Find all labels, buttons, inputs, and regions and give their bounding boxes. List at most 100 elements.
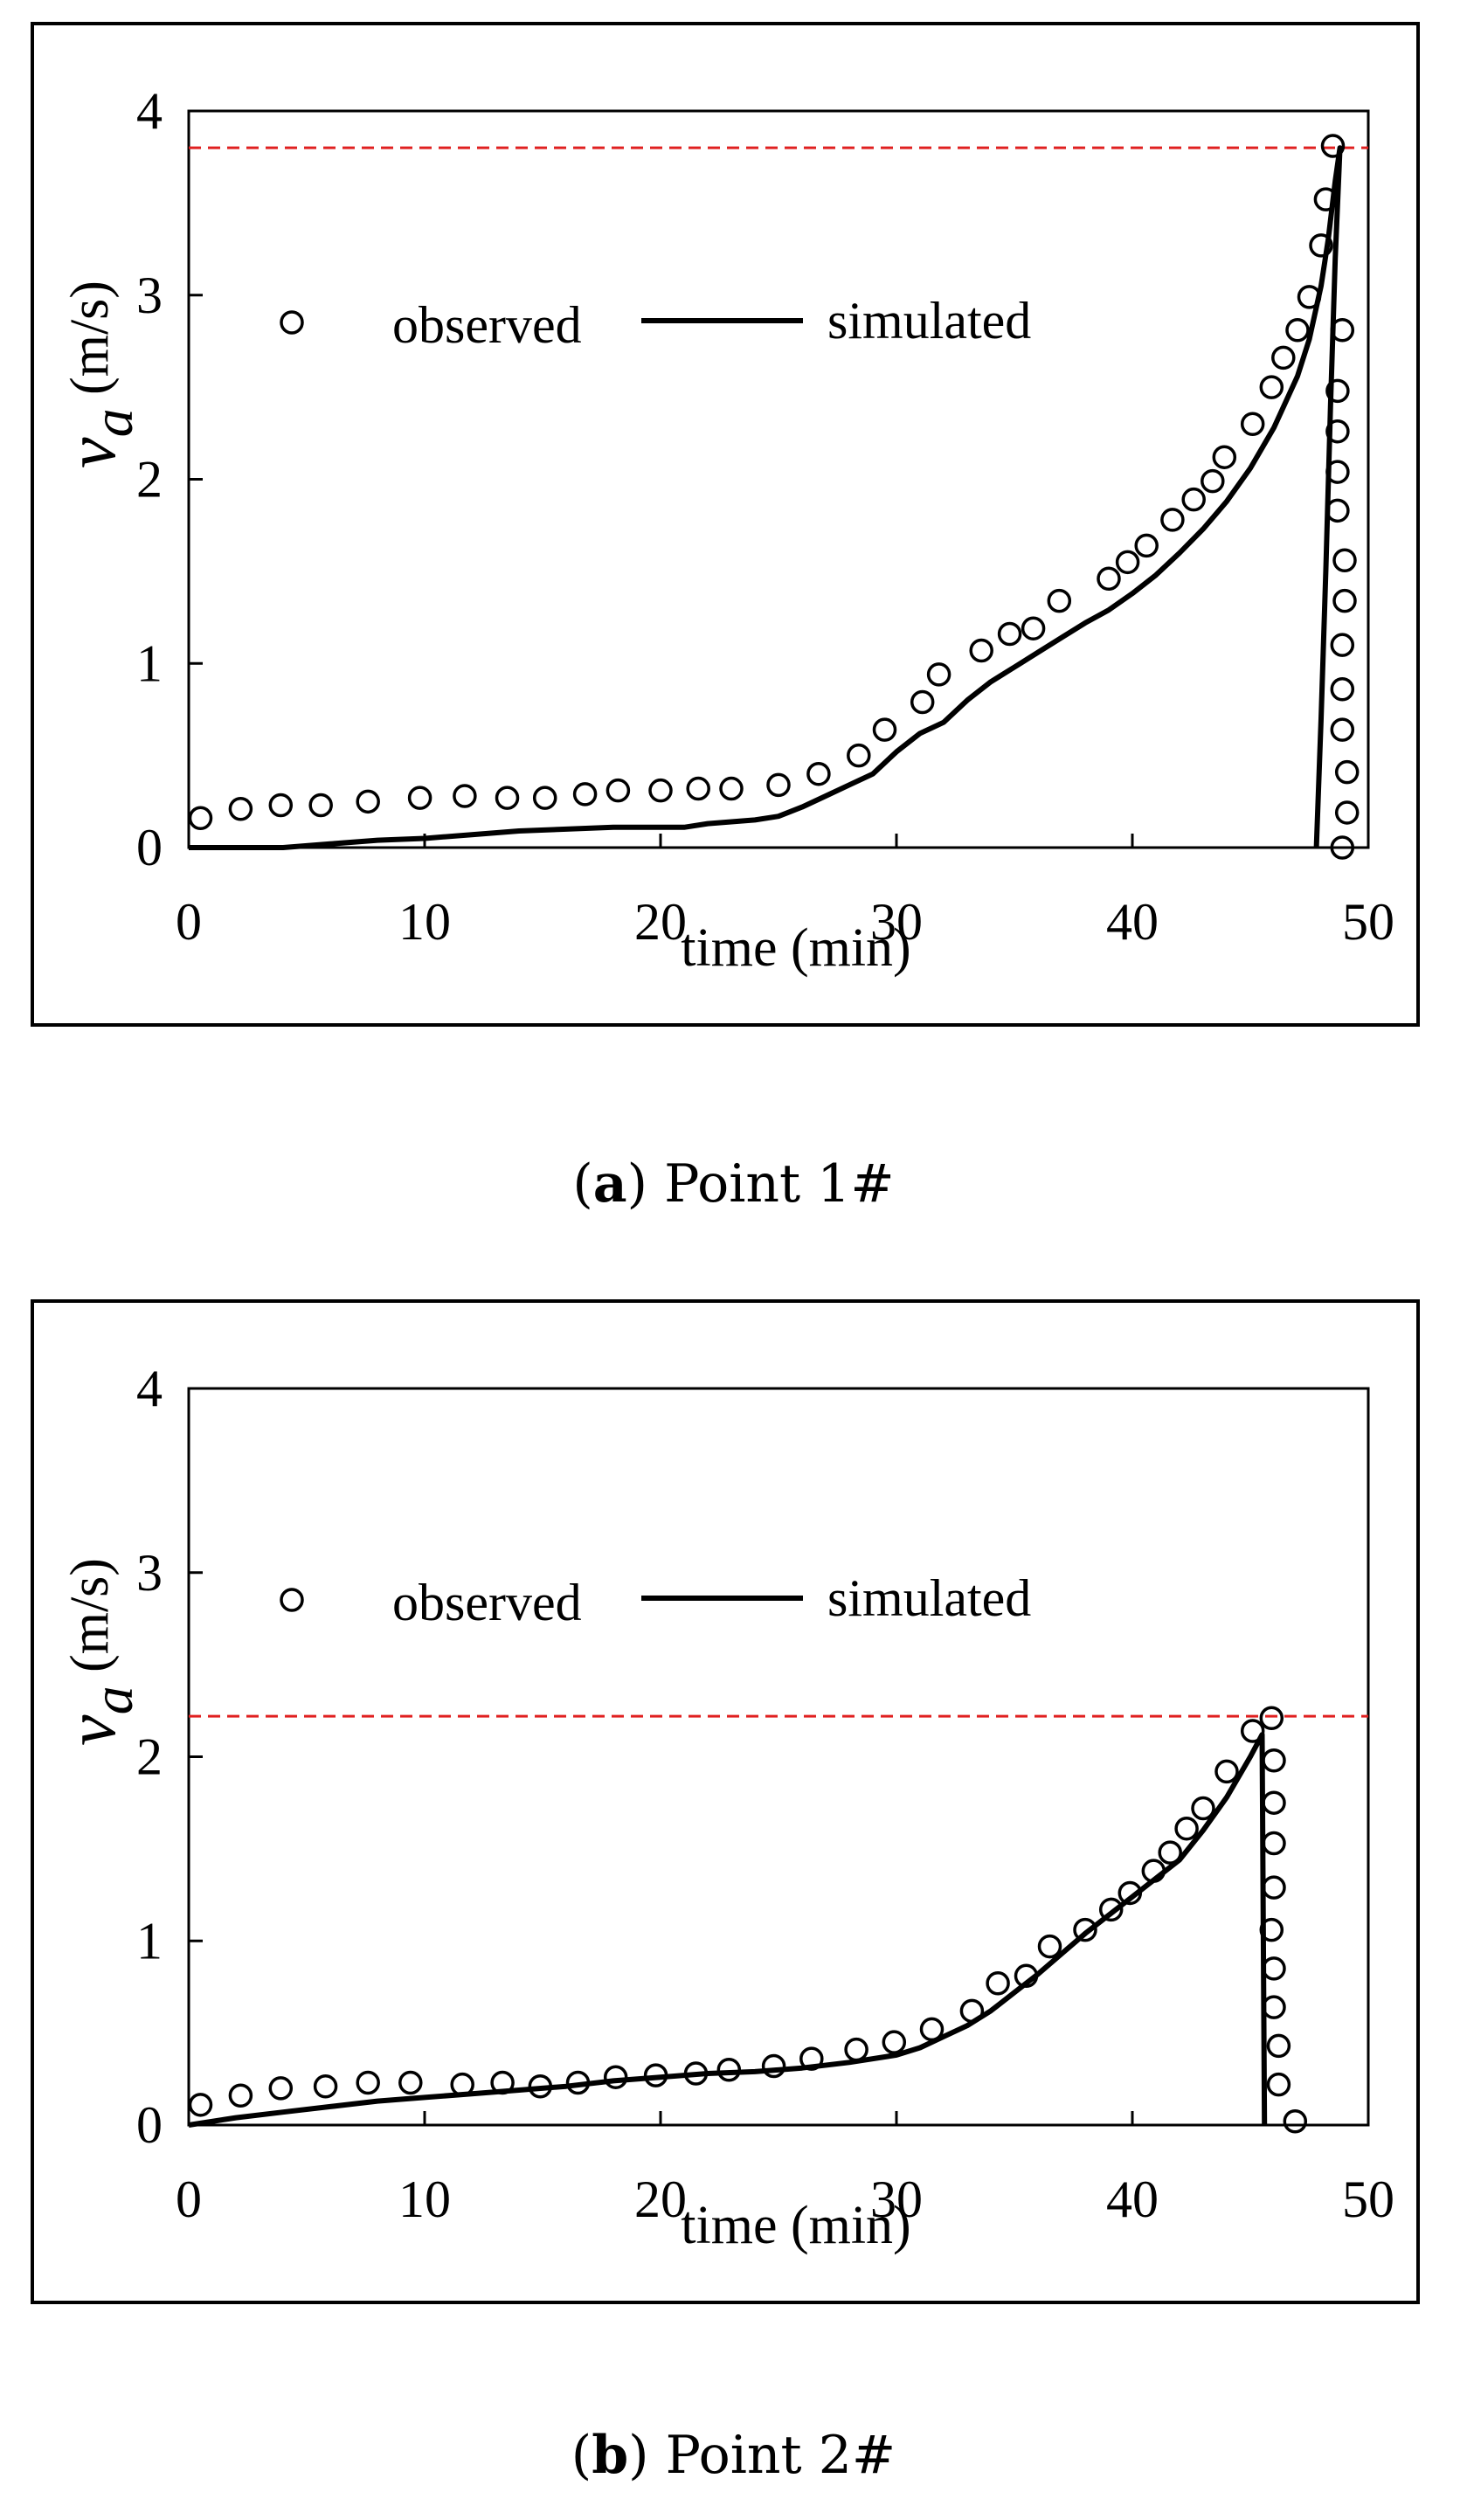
caption-b-text: Point 2#	[648, 2425, 896, 2486]
chart-a-observed-point	[1047, 588, 1072, 613]
chart-b-simulated-line	[188, 1732, 1268, 2128]
chart-a-x-tick-label: 10	[398, 893, 451, 951]
caption-a-close: )	[626, 1153, 648, 1215]
chart-a-observed-point	[1320, 134, 1346, 158]
chart-b-observed-point	[1266, 2033, 1291, 2059]
chart-b-observed-point	[1259, 1917, 1284, 1942]
chart-b-observed-point	[1174, 1816, 1199, 1841]
chart-a-observed-point	[1115, 550, 1140, 575]
caption-a: (a) Point 1#	[0, 1153, 1467, 1215]
chart-b-observed-point	[1037, 1934, 1062, 1959]
chart-a-y-tick-label: 3	[136, 267, 163, 324]
chart-b-observed-point	[1262, 1956, 1286, 1981]
chart-a-observed-point	[1297, 285, 1322, 309]
chart-a-observed-point	[532, 786, 557, 810]
chart-a-observed-point	[1181, 487, 1206, 512]
chart-a-observed-point	[407, 786, 432, 810]
chart-a-observed-point	[1134, 533, 1159, 558]
chart-a-observed-point	[356, 789, 380, 814]
chart-b-observed-point	[1262, 1875, 1286, 1900]
chart-b-y-axis-subscript: a	[81, 1686, 145, 1714]
chart-b-observed-point	[398, 2070, 423, 2095]
chart-a-legend-simulated-label: simulated	[827, 292, 1031, 350]
chart-b-plot-frame	[187, 1387, 1370, 2127]
chart-b-observed-point	[1118, 1880, 1143, 1906]
chart-a-observed-point	[1240, 412, 1265, 437]
chart-a-x-tick-label: 0	[176, 893, 202, 951]
chart-b-observed-point	[1158, 1840, 1182, 1865]
chart-a-y-tick-label: 1	[136, 634, 163, 692]
chart-a-observed-point	[308, 793, 333, 818]
chart-b-x-tick-label: 40	[1106, 2170, 1159, 2228]
chart-a-observed-point	[605, 778, 631, 803]
chart-a-x-tick-label: 30	[870, 893, 923, 951]
chart-a-x-tick-label: 20	[634, 893, 687, 951]
chart-b-observed-point	[528, 2073, 553, 2099]
chart-b-legend-observed-marker	[280, 1588, 304, 1612]
chart-b-observed-point	[228, 2083, 253, 2108]
chart-a-observed-point	[997, 621, 1022, 647]
chart-a-observed-point	[648, 778, 673, 803]
caption-b: (b) Point 2#	[0, 2425, 1467, 2486]
chart-a-y-tick-label: 2	[136, 451, 163, 509]
chart-a-y-axis-label: va (m/s)	[53, 280, 145, 468]
chart-a-observed-point	[1097, 566, 1121, 592]
chart-b-y-tick-label: 1	[136, 1912, 163, 1970]
chart-a-y-tick-label: 4	[136, 82, 163, 140]
chart-b-observed-point	[716, 2058, 742, 2082]
chart-b-observed-point	[1262, 1790, 1286, 1815]
chart-panel-b: 0 1 2 3 4 0 10 20 30 40 50 time (min) va (m/s) observ…	[31, 1299, 1420, 2304]
chart-b-observed-point	[1262, 1748, 1286, 1773]
chart-b-observed-point	[986, 1970, 1010, 1996]
chart-a-legend-observed-label: observed	[392, 296, 582, 354]
chart-a-observed-point	[1160, 508, 1185, 532]
chart-a-y-axis-symbol: v	[53, 437, 130, 468]
chart-b-legend-simulated-label: simulated	[827, 1569, 1031, 1627]
chart-b-observed-point	[882, 2030, 907, 2054]
chart-b-observed-point	[603, 2065, 628, 2089]
chart-a-x-tick-label: 50	[1342, 893, 1394, 951]
chart-b-observed-point	[799, 2046, 824, 2071]
chart-a-observed-point	[1330, 318, 1355, 343]
chart-a-observed-point	[686, 776, 710, 801]
chart-b-observed-point	[1214, 1759, 1239, 1784]
chart-b-x-axis-label: time (min)	[681, 2196, 910, 2255]
chart-a-observed-point	[910, 689, 935, 715]
chart-b-observed-point	[1259, 1706, 1284, 1730]
caption-b-open: (	[571, 2425, 592, 2486]
chart-a-y-tick-label: 0	[136, 819, 163, 876]
chart-a-observed-point	[1309, 233, 1333, 258]
chart-panel-a: 0 1 2 3 4 0 10 20 30 40 50 time (min) va (m/s) observ…	[31, 22, 1420, 1027]
chart-b-observed-point	[1262, 1831, 1286, 1856]
chart-a-observed-point	[453, 784, 477, 808]
chart-a-observed-point	[268, 793, 294, 818]
chart-a-y-axis-unit: (m/s)	[60, 280, 120, 408]
chart-a-observed-point	[719, 776, 744, 801]
chart-a-observed-point	[1325, 378, 1350, 404]
chart-b-observed-point	[761, 2053, 786, 2079]
chart-b-y-tick-label: 3	[136, 1544, 163, 1602]
chart-a-observed-point	[806, 761, 831, 786]
chart-a-observed-point	[495, 786, 520, 810]
chart-a-observed-point	[1021, 616, 1046, 640]
caption-a-tag: a	[592, 1153, 627, 1215]
chart-a-observed-point	[1325, 460, 1350, 484]
chart-a-legend-observed-marker	[280, 310, 304, 335]
chart-b-observed-point	[1191, 1796, 1215, 1821]
caption-a-open: (	[572, 1153, 593, 1215]
chart-a-x-axis-label: time (min)	[681, 918, 910, 978]
chart-b-y-tick-label: 2	[136, 1728, 163, 1786]
chart-a-observed-point	[1334, 759, 1360, 785]
chart-a-observed-point	[872, 717, 897, 742]
chart-a-observed-point	[572, 782, 598, 807]
chart-a-observed-point	[1325, 419, 1350, 444]
chart-a-observed-point	[1334, 800, 1360, 825]
chart-b-observed-point	[490, 2070, 515, 2095]
chart-a-observed-point	[1271, 345, 1296, 370]
chart-b-y-axis-symbol: v	[53, 1714, 130, 1746]
chart-b-observed-point	[313, 2073, 338, 2099]
chart-b-observed-point	[1240, 1719, 1265, 1743]
chart-a-observed-point	[1332, 588, 1357, 613]
